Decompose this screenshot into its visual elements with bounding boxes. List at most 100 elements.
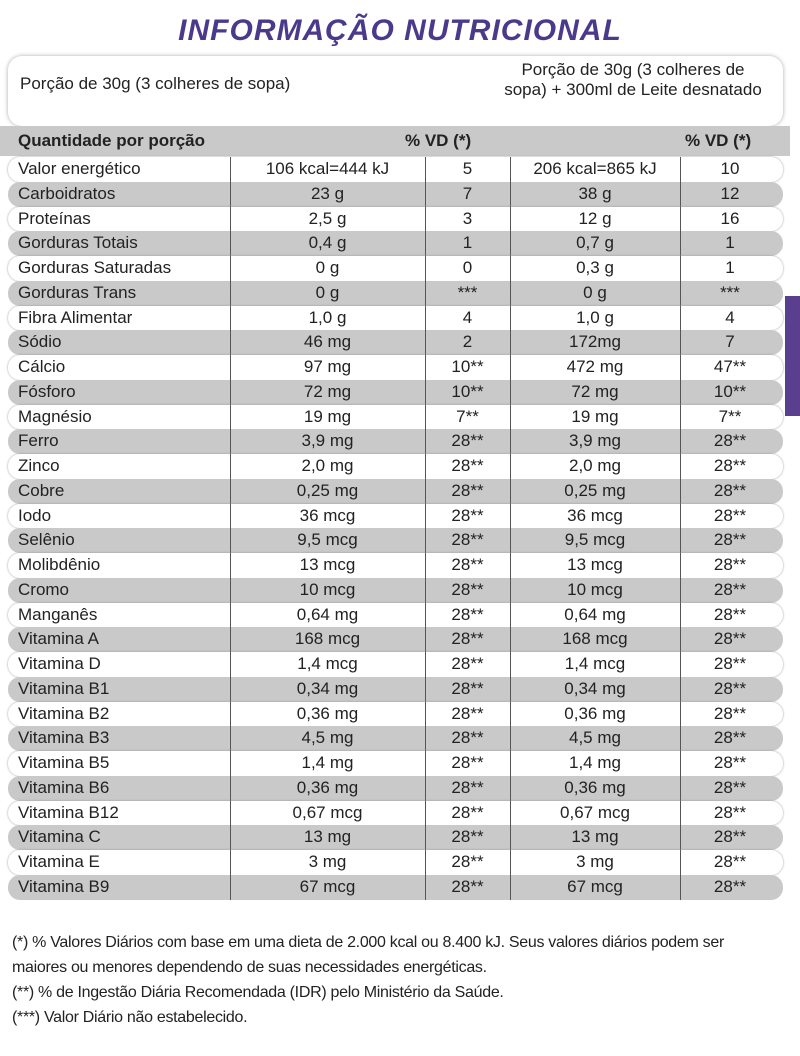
table-cell: Vitamina B3 <box>18 728 110 748</box>
table-cell: 19 mg <box>571 406 619 426</box>
cell-divider <box>680 874 681 900</box>
table-cell: 36 mcg <box>299 505 356 525</box>
table-cell: 1,4 mcg <box>297 654 358 673</box>
cell-divider <box>230 627 231 652</box>
table-cell: 0,36 mg <box>296 777 359 797</box>
table-row: Valor energético 106 kcal=444 kJ 5 206 kcal… <box>8 157 783 182</box>
cell-divider <box>510 602 511 628</box>
table-cell: 4 <box>462 307 473 327</box>
side-tab <box>785 296 800 416</box>
table-row: Vitamina B1 0,34 mg 28** 0,34 mg 28** <box>8 676 783 702</box>
table-cell: 28** <box>713 530 747 550</box>
table-cell: 28** <box>713 654 747 673</box>
cell-divider <box>230 478 231 504</box>
cell-divider <box>510 652 511 677</box>
table-cell: 23 g <box>310 183 345 203</box>
cell-divider <box>230 751 231 776</box>
table-cell: Vitamina B1 <box>18 678 110 698</box>
cell-divider <box>425 280 426 306</box>
table-cell: Cálcio <box>18 357 66 376</box>
cell-divider <box>680 627 681 652</box>
table-row: Gorduras Saturadas 0 g 0 0,3 g 1 <box>8 256 783 281</box>
table-row: Fibra Alimentar 1,0 g 4 1,0 g 4 <box>8 305 783 331</box>
table-cell: 28** <box>713 480 747 500</box>
footnote: (**) % de Ingestão Diária Recomendada (I… <box>12 984 504 1001</box>
table-cell: 0,64 mg <box>296 604 359 624</box>
cell-divider <box>510 404 511 430</box>
table-cell: 28** <box>451 876 484 896</box>
table-row: Fósforo 72 mg 10** 72 mg 10** <box>8 379 783 405</box>
cell-divider <box>425 602 426 628</box>
cell-divider <box>230 181 231 207</box>
cell-divider <box>230 157 231 182</box>
table-row: Cálcio 97 mg 10** 472 mg 47** <box>8 355 783 380</box>
cell-divider <box>425 701 426 727</box>
table-cell: 0,3 g <box>576 258 614 277</box>
cell-divider <box>680 305 681 331</box>
cell-divider <box>425 305 426 331</box>
cell-divider <box>230 256 231 281</box>
cell-divider <box>510 379 511 405</box>
cell-divider <box>230 602 231 628</box>
table-cell: 10 <box>720 159 740 178</box>
cell-divider <box>510 305 511 331</box>
table-cell: 0,36 mg <box>296 703 359 723</box>
table-cell: 28** <box>713 777 747 797</box>
cell-divider <box>680 825 681 850</box>
table-cell: 13 mcg <box>567 555 623 574</box>
table-cell: 10 mcg <box>567 579 623 599</box>
column-title: Quantidade por porção <box>18 131 206 150</box>
table-cell: Gorduras Saturadas <box>18 258 172 277</box>
table-cell: 28** <box>713 852 747 871</box>
cell-divider <box>425 676 426 702</box>
table-cell: 2 <box>462 332 473 352</box>
table-row: Selênio 9,5 mcg 28** 9,5 mcg 28** <box>8 528 783 553</box>
table-cell: Vitamina B12 <box>18 802 119 822</box>
table-cell: Fibra Alimentar <box>18 307 133 327</box>
table-cell: 1,4 mcg <box>564 654 626 673</box>
table-cell: 28** <box>713 876 747 896</box>
table-cell: Selênio <box>18 530 75 550</box>
cell-divider <box>230 231 231 256</box>
table-cell: 28** <box>451 777 484 797</box>
cell-divider <box>680 206 681 232</box>
table-cell: Vitamina B5 <box>18 753 110 772</box>
cell-divider <box>425 404 426 430</box>
table-cell: 36 mcg <box>567 505 623 525</box>
table-cell: 0 g <box>315 282 340 302</box>
table-cell: Vitamina B2 <box>18 703 110 723</box>
table-cell: 28** <box>713 827 747 847</box>
cell-divider <box>510 874 511 900</box>
cell-divider <box>680 726 681 751</box>
cell-divider <box>230 874 231 900</box>
table-row: Sódio 46 mg 2 172mg 7 <box>8 330 783 355</box>
table-cell: Cobre <box>18 480 65 500</box>
table-cell: 4,5 mg <box>569 728 621 748</box>
cell-divider <box>425 528 426 553</box>
table-row: Vitamina B3 4,5 mg 28** 4,5 mg 28** <box>8 726 783 751</box>
footnote: (***) Valor Diário não estabelecido. <box>12 1009 248 1026</box>
table-cell: 46 mg <box>303 332 352 352</box>
table-cell: 2,5 g <box>308 208 347 228</box>
table-cell: 28** <box>451 456 484 475</box>
table-cell: 1,0 g <box>308 307 347 327</box>
table-cell: 1,0 g <box>576 307 614 327</box>
cell-divider <box>680 404 681 430</box>
cell-divider <box>230 355 231 380</box>
table-row: Vitamina E 3 mg 28** 3 mg 28** <box>8 850 783 875</box>
table-cell: 7 <box>462 183 473 203</box>
table-cell: 13 mg <box>571 827 619 847</box>
table-cell: *** <box>457 282 478 302</box>
cell-divider <box>680 256 681 281</box>
cell-divider <box>425 874 426 900</box>
table-cell: 3 mg <box>308 852 347 871</box>
cell-divider <box>425 181 426 207</box>
table-row: Vitamina B12 0,67 mcg 28** 0,67 mcg 28** <box>8 800 783 826</box>
cell-divider <box>510 181 511 207</box>
table-cell: Cromo <box>18 579 70 599</box>
table-row: Molibdênio 13 mcg 28** 13 mcg 28** <box>8 553 783 578</box>
table-cell: Manganês <box>18 604 98 624</box>
title: INFORMAÇÃO NUTRICIONAL <box>178 14 622 47</box>
table-row: Iodo 36 mcg 28** 36 mcg 28** <box>8 503 783 529</box>
cell-divider <box>510 454 511 479</box>
